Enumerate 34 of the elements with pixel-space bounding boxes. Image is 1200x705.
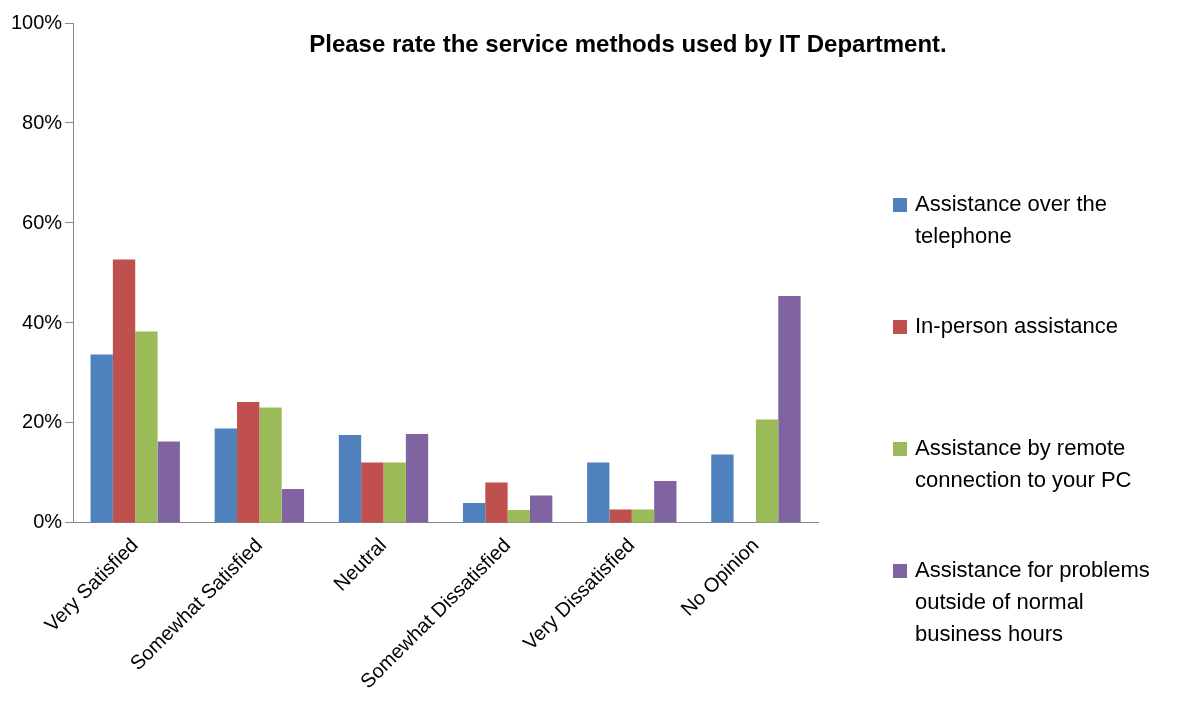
bar bbox=[778, 295, 801, 523]
bar bbox=[214, 428, 238, 523]
bar bbox=[237, 401, 260, 523]
bar bbox=[631, 509, 655, 523]
bar bbox=[338, 434, 362, 523]
bar bbox=[361, 462, 384, 523]
bar bbox=[711, 454, 734, 523]
bar bbox=[654, 480, 677, 523]
bar bbox=[462, 502, 486, 523]
legend-label: Assistance for problems outside of normal business hours bbox=[915, 556, 1151, 648]
bar bbox=[609, 509, 632, 523]
bar bbox=[135, 331, 158, 523]
bar bbox=[405, 433, 429, 523]
y-tick-label: 60% bbox=[22, 210, 63, 233]
y-tick-label: 100% bbox=[11, 10, 63, 33]
y-tick-label: 80% bbox=[22, 110, 63, 133]
legend-label: Assistance over the telephone bbox=[915, 190, 1108, 250]
legend-label: Assistance by remote connection to your PC bbox=[915, 434, 1133, 494]
legend-label: In-person assistance bbox=[915, 312, 1118, 340]
bar bbox=[507, 509, 530, 523]
bar bbox=[112, 259, 136, 523]
bar bbox=[281, 488, 305, 523]
bar bbox=[90, 354, 113, 523]
bar bbox=[587, 462, 610, 523]
chart-title: Please rate the service methods used by IT Department. bbox=[308, 30, 948, 58]
bar bbox=[529, 495, 553, 523]
bar bbox=[755, 419, 779, 523]
bar bbox=[259, 407, 282, 523]
y-tick-label: 20% bbox=[22, 410, 63, 433]
y-tick-label: 0% bbox=[33, 510, 63, 533]
bar bbox=[485, 482, 508, 523]
bar bbox=[157, 441, 180, 523]
y-tick-label: 40% bbox=[22, 310, 63, 333]
bar bbox=[383, 462, 406, 523]
